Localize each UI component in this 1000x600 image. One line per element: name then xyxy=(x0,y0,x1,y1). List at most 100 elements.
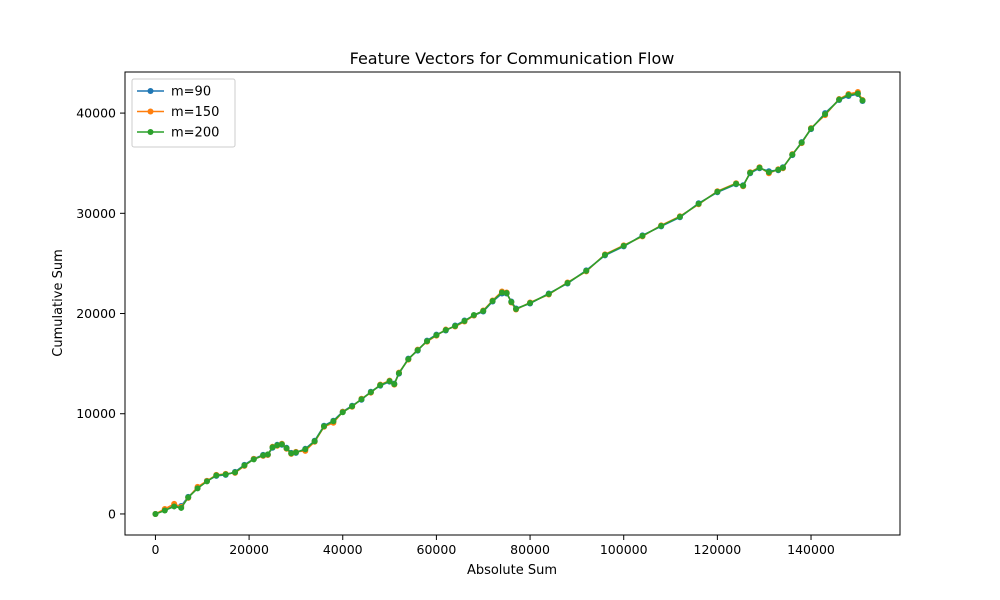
data-point xyxy=(822,111,829,118)
data-point xyxy=(747,169,754,176)
data-point xyxy=(274,442,281,449)
x-axis: 0 20000 40000 60000 80000 100000 120000 140000 xyxy=(151,535,835,557)
data-point xyxy=(203,478,210,485)
data-point xyxy=(765,169,772,176)
x-tick-label: 0 xyxy=(151,542,159,557)
x-tick-label: 20000 xyxy=(229,542,269,557)
data-point xyxy=(859,97,866,104)
legend-label: m=150 xyxy=(171,105,219,120)
legend-label: m=200 xyxy=(171,126,219,141)
data-point xyxy=(564,279,571,286)
data-point xyxy=(358,396,365,403)
series-layer xyxy=(152,89,866,517)
data-point xyxy=(377,382,384,389)
data-point xyxy=(241,462,248,469)
data-point xyxy=(339,409,346,416)
legend-marker xyxy=(147,108,154,115)
data-point xyxy=(854,90,861,97)
data-point xyxy=(714,188,721,195)
data-point xyxy=(775,166,782,173)
data-point xyxy=(321,423,328,430)
data-point xyxy=(433,332,440,339)
data-point xyxy=(503,289,510,296)
data-point xyxy=(513,306,520,313)
data-point xyxy=(414,347,421,354)
data-point xyxy=(292,449,299,456)
chart-title: Feature Vectors for Communication Flow xyxy=(350,49,675,68)
data-point xyxy=(779,164,786,171)
data-point xyxy=(391,381,398,388)
y-tick-label: 30000 xyxy=(76,206,116,221)
data-point xyxy=(424,338,431,345)
data-point xyxy=(405,356,412,363)
x-tick-label: 60000 xyxy=(417,542,457,557)
data-point xyxy=(527,300,534,306)
y-tick-label: 0 xyxy=(108,506,116,521)
data-point xyxy=(171,503,178,510)
data-point xyxy=(658,222,665,229)
data-point xyxy=(452,323,459,330)
data-point xyxy=(250,456,257,463)
y-axis-label: Cumulative Sum xyxy=(51,249,66,357)
data-point xyxy=(545,290,552,297)
series-m=200 xyxy=(152,90,866,517)
data-point xyxy=(386,378,393,385)
data-point xyxy=(808,125,815,132)
data-point xyxy=(695,200,702,207)
data-point xyxy=(194,485,201,492)
data-point xyxy=(836,96,843,103)
data-point xyxy=(461,318,468,325)
data-point xyxy=(489,297,496,304)
axes-frame xyxy=(124,71,901,536)
legend-label: m=90 xyxy=(171,85,211,100)
data-point xyxy=(676,213,683,220)
data-point xyxy=(639,232,646,239)
data-point xyxy=(260,452,267,459)
data-point xyxy=(601,251,608,258)
y-tick-label: 10000 xyxy=(76,406,116,421)
data-point xyxy=(620,242,627,249)
data-point xyxy=(232,469,239,476)
data-point xyxy=(395,370,402,377)
y-tick-label: 40000 xyxy=(76,106,116,121)
data-point xyxy=(349,403,356,410)
data-point xyxy=(302,446,309,453)
data-point xyxy=(278,441,285,448)
legend-marker xyxy=(147,129,154,135)
data-point xyxy=(798,139,805,146)
x-tick-label: 120000 xyxy=(694,542,742,557)
data-point xyxy=(756,164,763,171)
data-point xyxy=(789,151,796,158)
data-point xyxy=(498,289,505,296)
data-point xyxy=(508,299,515,305)
data-point xyxy=(222,471,229,478)
x-tick-label: 140000 xyxy=(787,542,835,557)
data-point xyxy=(470,312,477,319)
data-point xyxy=(269,444,276,451)
y-tick-label: 20000 xyxy=(76,306,116,321)
data-point xyxy=(283,445,290,452)
data-point xyxy=(178,504,185,511)
legend-box xyxy=(131,78,236,148)
data-point xyxy=(442,327,449,334)
data-point xyxy=(845,92,852,99)
legend-marker xyxy=(147,88,154,94)
y-axis: 0 10000 20000 30000 40000 xyxy=(76,106,125,521)
data-point xyxy=(367,389,374,396)
data-point xyxy=(264,451,271,458)
data-point xyxy=(185,494,192,501)
data-point xyxy=(583,267,590,274)
data-point xyxy=(288,450,295,457)
x-tick-label: 40000 xyxy=(323,542,363,557)
legend: m=90 m=150 m=200 xyxy=(131,78,236,148)
data-point xyxy=(330,418,337,425)
data-point xyxy=(213,472,220,479)
data-point xyxy=(740,182,747,189)
data-point xyxy=(480,308,487,315)
x-tick-label: 100000 xyxy=(600,542,648,557)
data-point xyxy=(733,180,740,187)
x-axis-label: Absolute Sum xyxy=(467,563,557,578)
data-point xyxy=(311,438,318,445)
x-tick-label: 80000 xyxy=(510,542,550,557)
